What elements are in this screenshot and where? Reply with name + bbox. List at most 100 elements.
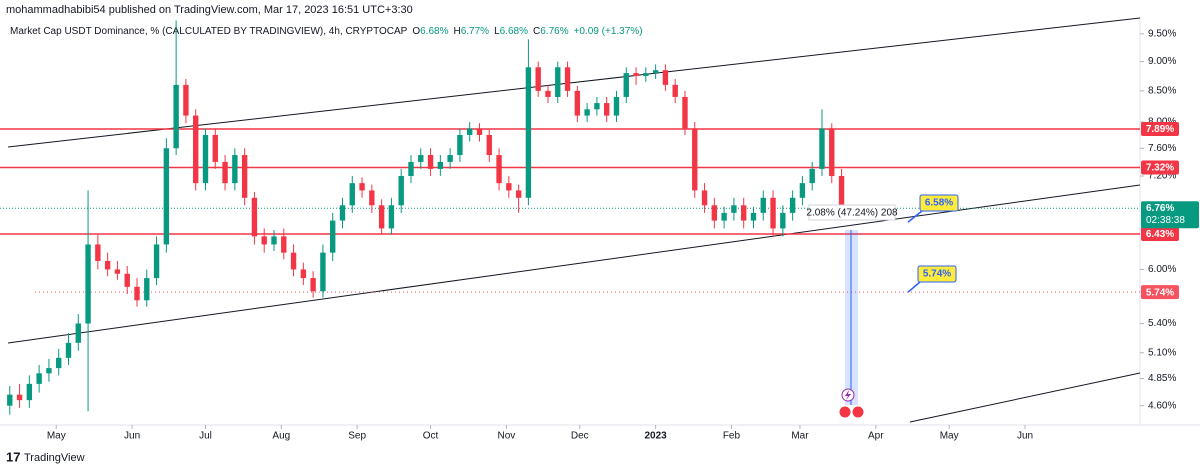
- candle-body: [545, 90, 551, 97]
- callout-box: [917, 265, 957, 283]
- candle-body: [144, 278, 150, 301]
- candle-body: [780, 212, 786, 229]
- callout-label: 5.74%: [923, 269, 951, 280]
- title: Market Cap USDT Dominance, % (CALCULATED…: [10, 26, 408, 37]
- legend-key: C: [533, 26, 540, 37]
- candle-body: [555, 67, 561, 97]
- candle-body: [85, 244, 91, 324]
- candle-body: [398, 175, 404, 206]
- candle-body: [613, 96, 620, 116]
- candle-body: [467, 128, 473, 135]
- candle-body: [750, 212, 757, 221]
- callout-pointer: [907, 210, 923, 223]
- candle-body: [408, 161, 414, 176]
- y-tick-label: 8.50%: [1148, 86, 1176, 97]
- candle-body: [222, 161, 228, 184]
- candle-body: [349, 183, 355, 206]
- candle-body: [46, 368, 52, 374]
- legend-value: 6.77%: [461, 26, 489, 37]
- candle-body: [515, 190, 522, 198]
- trend-line: [909, 372, 1141, 423]
- candle-body: [457, 134, 463, 156]
- x-tick-label: Nov: [497, 431, 515, 442]
- level-label-box: [1141, 285, 1179, 300]
- x-tick-label: Jun: [124, 431, 140, 442]
- candle-body: [643, 73, 649, 77]
- x-tick-label: Jul: [199, 431, 212, 442]
- candle-body: [95, 244, 101, 261]
- candle-body: [310, 278, 316, 292]
- chart-title: Market Cap USDT Dominance, % (CALCULATED…: [10, 26, 643, 37]
- candle-body: [819, 128, 825, 169]
- x-tick-label: Mar: [791, 431, 809, 442]
- candle-body: [535, 67, 541, 91]
- legend-key: L: [494, 26, 500, 37]
- candle-body: [486, 134, 492, 156]
- candle-body: [56, 357, 62, 369]
- level-label: 7.89%: [1146, 124, 1174, 135]
- candle-body: [594, 103, 600, 110]
- measure-label: 2.08% (47.24%) 208: [806, 208, 898, 219]
- legend-value: 6.76%: [540, 26, 568, 37]
- candle-body: [114, 269, 121, 274]
- candle-body: [662, 70, 669, 85]
- x-tick-label: Jun: [1017, 431, 1033, 442]
- candle-body: [281, 236, 287, 253]
- x-tick-label: Dec: [571, 431, 589, 442]
- level-label-box: [1141, 122, 1179, 137]
- x-tick-label: May: [47, 431, 66, 442]
- legend-key: O: [412, 26, 420, 37]
- candle-body: [183, 84, 189, 116]
- x-tick-label: May: [940, 431, 959, 442]
- candle-body: [359, 183, 365, 191]
- candle-body: [682, 96, 688, 129]
- candle-body: [584, 109, 590, 116]
- candle-body: [290, 252, 297, 270]
- y-tick-label: 5.10%: [1148, 347, 1176, 358]
- candle-body: [789, 197, 796, 213]
- candle-body: [388, 205, 395, 229]
- candle-body: [163, 148, 170, 245]
- candle-body: [770, 197, 776, 229]
- countdown: 02:38:38: [1146, 215, 1185, 226]
- legend-change: +0.09 (+1.37%): [574, 26, 643, 37]
- y-tick-label: 7.60%: [1148, 143, 1176, 154]
- candle-body: [427, 155, 434, 169]
- candle-body: [261, 236, 267, 245]
- candle-body: [241, 155, 248, 198]
- y-tick-label: 4.60%: [1148, 400, 1176, 411]
- x-tick-label: Apr: [868, 431, 884, 442]
- level-label: 5.74%: [1146, 287, 1174, 298]
- candle-body: [731, 205, 737, 213]
- candle-body: [75, 323, 81, 343]
- current-price-box: [1141, 201, 1199, 229]
- candle-body: [672, 84, 678, 97]
- event-icon: [845, 390, 851, 400]
- y-tick-label: 5.40%: [1148, 318, 1176, 329]
- current-price-label: 6.76%: [1146, 203, 1174, 214]
- candle-body: [320, 252, 326, 292]
- candle-body: [369, 190, 375, 206]
- candle-body: [339, 205, 346, 221]
- candle-body: [251, 197, 258, 237]
- candle-body: [26, 383, 33, 401]
- plot: [0, 20, 1140, 415]
- candle-body: [65, 342, 72, 358]
- brand-logo: 17: [6, 449, 20, 464]
- level-label-box: [1141, 160, 1179, 175]
- brand-name: TradingView: [24, 452, 85, 464]
- level-label-box: [1141, 226, 1179, 241]
- candle-body: [692, 128, 698, 191]
- candle-body: [506, 183, 512, 191]
- x-tick-label: Feb: [723, 431, 741, 442]
- legend-key: H: [453, 26, 460, 37]
- candle-body: [153, 244, 160, 279]
- candle-body: [564, 67, 571, 91]
- callout-label: 6.58%: [925, 198, 953, 209]
- legend-value: 6.68%: [420, 26, 448, 37]
- candle-body: [633, 73, 639, 77]
- candle-body: [799, 183, 806, 198]
- candle-body: [193, 115, 199, 184]
- candle-body: [232, 155, 238, 184]
